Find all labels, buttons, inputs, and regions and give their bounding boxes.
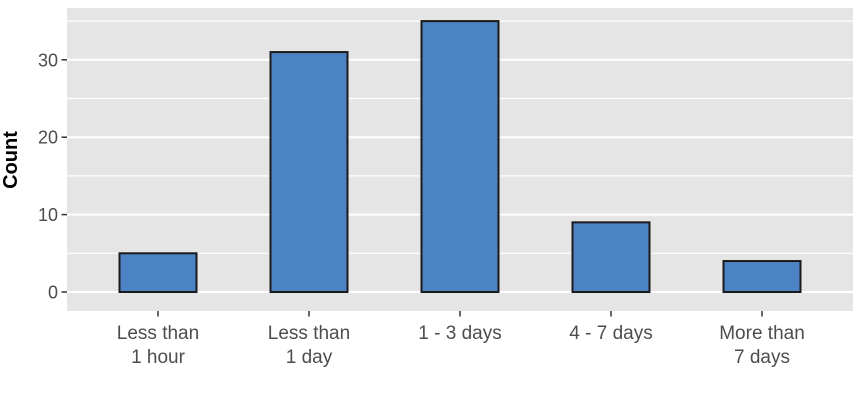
x-tick-label: 7 days bbox=[734, 347, 790, 368]
bar bbox=[118, 252, 198, 294]
x-tick-label: Less than bbox=[117, 323, 199, 344]
x-tick-label: 1 - 3 days bbox=[418, 323, 501, 344]
y-tick-label: 30 bbox=[38, 50, 58, 70]
x-tick-label: Less than bbox=[268, 323, 350, 344]
bar bbox=[571, 221, 651, 293]
x-tick-label: 1 hour bbox=[131, 347, 186, 368]
bar bbox=[269, 51, 349, 294]
y-tick-label: 20 bbox=[38, 128, 58, 148]
bar bbox=[722, 260, 802, 294]
x-tick-label: More than bbox=[719, 323, 805, 344]
y-axis-title: Count bbox=[0, 131, 22, 189]
y-tick-label: 0 bbox=[48, 283, 58, 303]
y-tick-label: 10 bbox=[38, 205, 58, 225]
bar bbox=[420, 20, 500, 293]
x-tick-label: 1 day bbox=[286, 347, 333, 368]
x-tick-label: 4 - 7 days bbox=[569, 323, 652, 344]
